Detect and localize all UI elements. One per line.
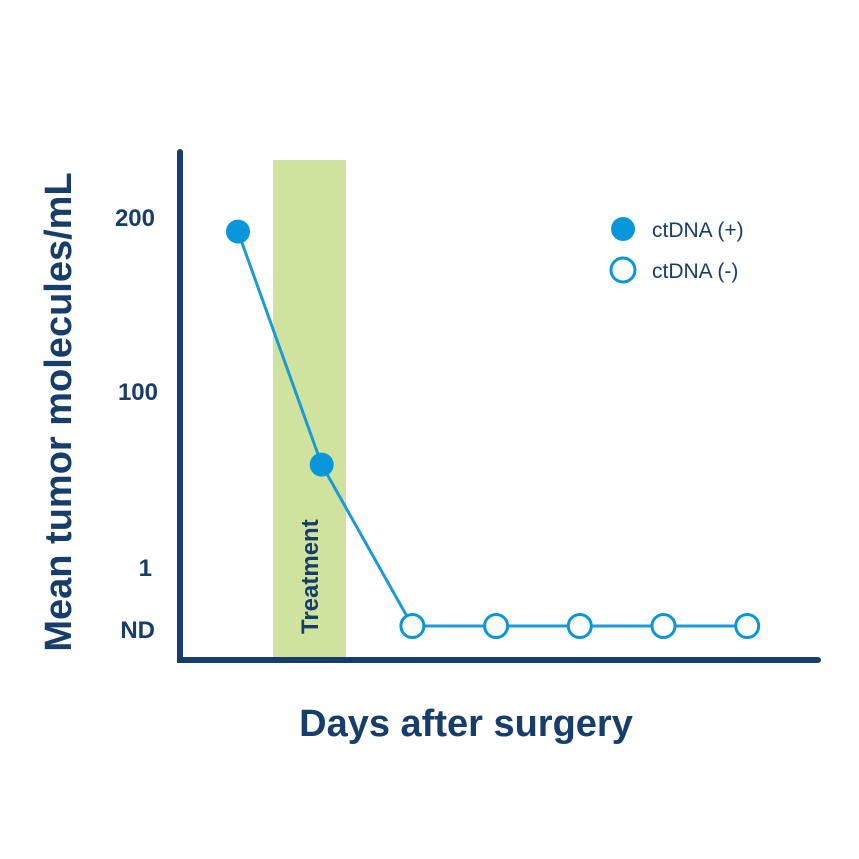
y-axis-title: Mean tumor molecules/mL: [38, 172, 80, 651]
y-tick-1: 1: [139, 555, 152, 582]
data-point-positive: [309, 452, 334, 477]
y-tick-nd: ND: [120, 617, 155, 644]
legend-marker-negative: [609, 256, 637, 284]
data-point-positive: [226, 219, 250, 244]
data-point-negative: [566, 613, 593, 639]
treatment-band: [273, 160, 346, 660]
legend-marker-positive: [611, 217, 635, 241]
x-axis-title: Days after surgery: [299, 703, 633, 745]
series-layer: [226, 219, 761, 639]
legend: ctDNA (+) ctDNA (-): [609, 217, 744, 284]
y-tick-100: 100: [118, 379, 158, 406]
treatment-label: Treatment: [297, 519, 324, 634]
data-point-negative: [399, 613, 426, 639]
legend-label-positive: ctDNA (+): [652, 219, 744, 242]
y-tick-200: 200: [115, 205, 155, 232]
axes: [177, 149, 821, 663]
data-point-negative: [483, 613, 510, 639]
data-point-negative: [650, 613, 677, 639]
legend-label-negative: ctDNA (-): [652, 260, 738, 283]
data-point-negative: [734, 613, 761, 639]
